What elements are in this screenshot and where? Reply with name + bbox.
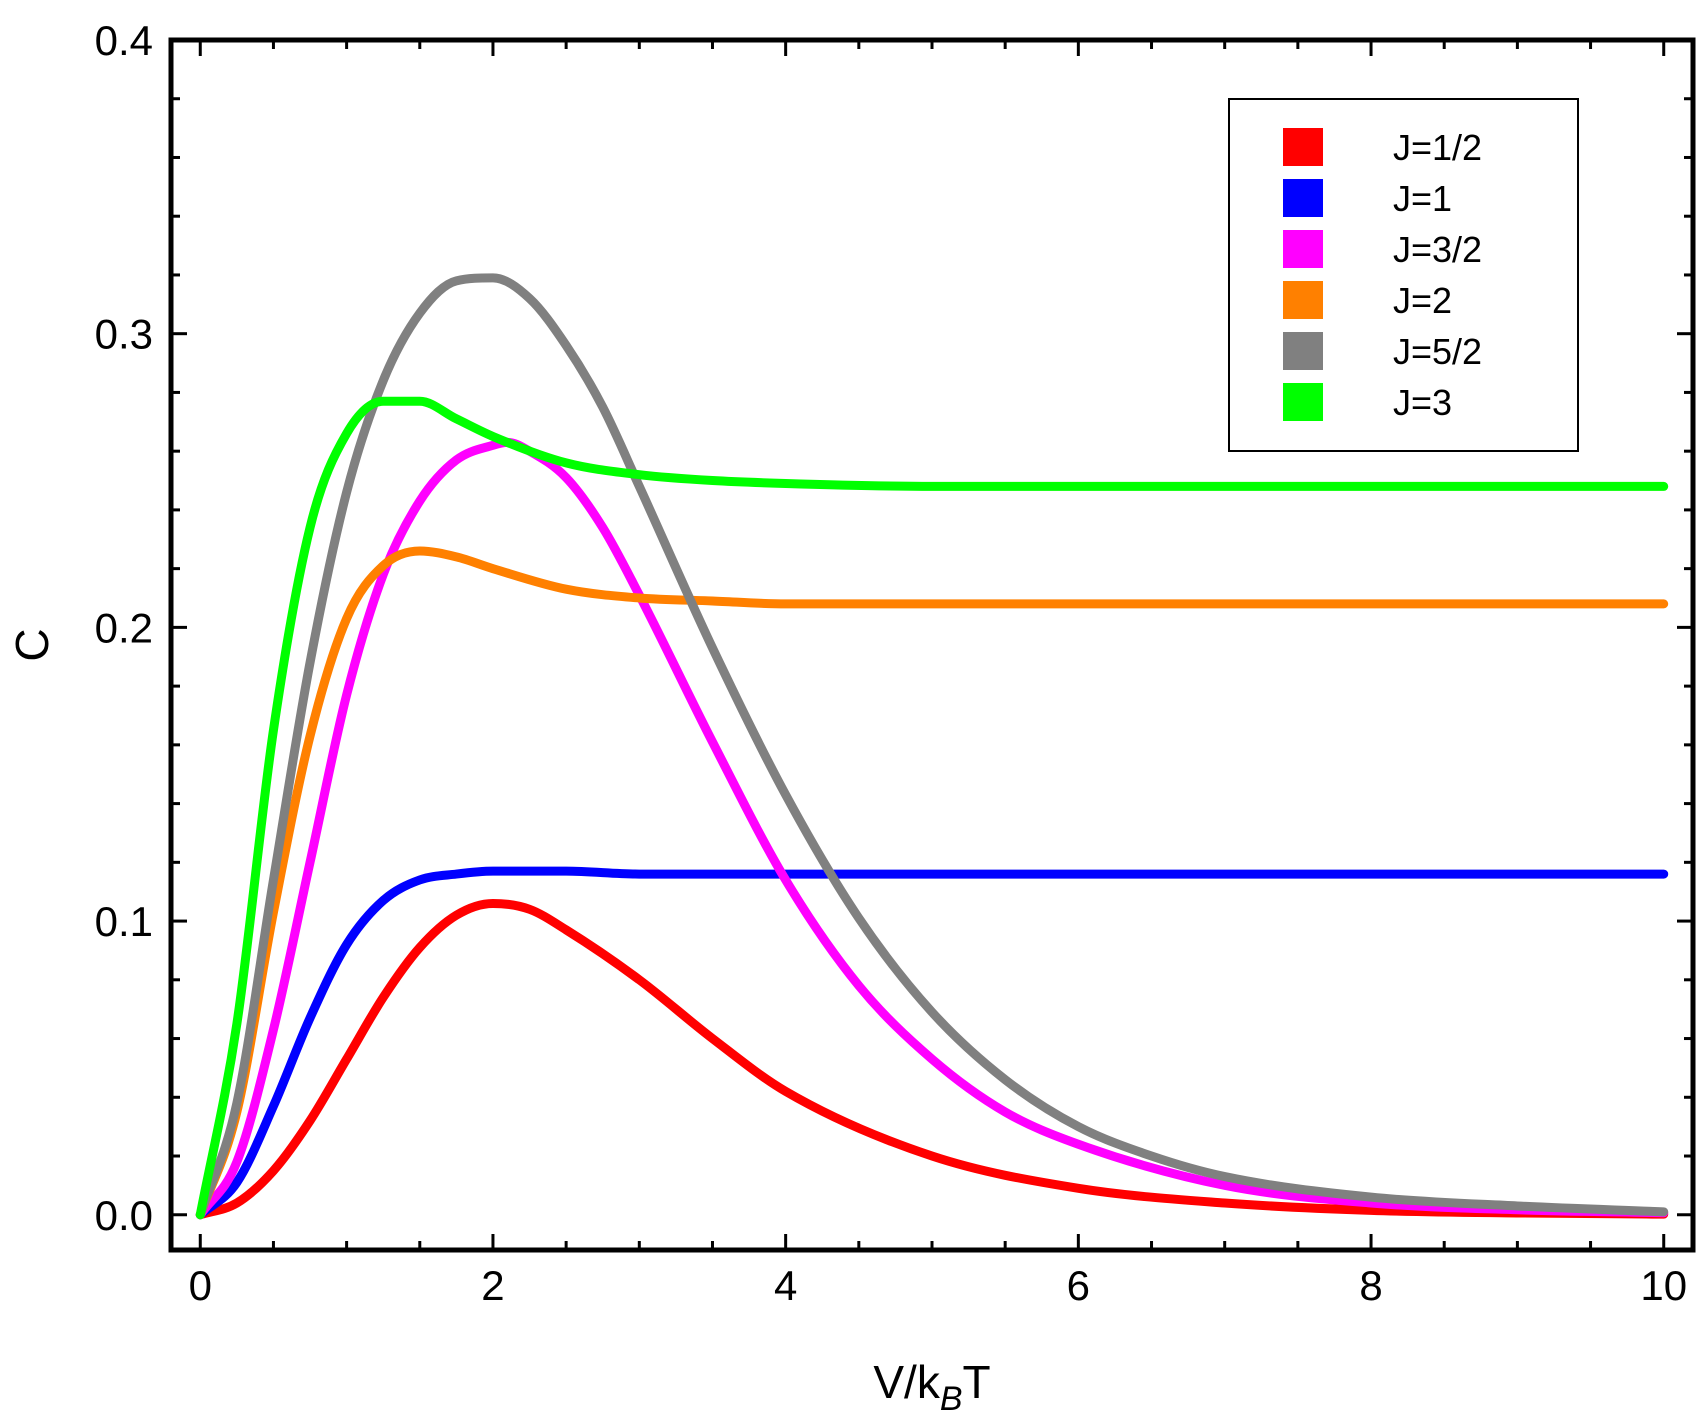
y-tick-label: 0.0 (95, 1192, 153, 1239)
series-line-5 (195, 273, 1669, 1220)
legend-swatch (1283, 383, 1323, 421)
x-axis-label: V/kBT (873, 1356, 990, 1418)
series-line-4 (195, 546, 1669, 1220)
x-tick-label: 6 (1067, 1262, 1090, 1309)
legend-label: J=3/2 (1393, 229, 1482, 270)
series-line-2 (195, 866, 1669, 1220)
x-axis-label-tail: T (963, 1356, 991, 1408)
y-axis-label: C (6, 628, 58, 661)
series-line-6 (195, 396, 1669, 1220)
x-tick-label: 2 (481, 1262, 504, 1309)
y-tick-label: 0.1 (95, 898, 153, 945)
legend-label: J=3 (1393, 382, 1452, 423)
y-tick-label: 0.2 (95, 604, 153, 651)
y-tick-label: 0.3 (95, 311, 153, 358)
x-tick-label: 0 (189, 1262, 212, 1309)
legend-label: J=5/2 (1393, 331, 1482, 372)
x-axis-label-main: V/k (873, 1356, 940, 1408)
legend-swatch (1283, 128, 1323, 166)
legend-swatch (1283, 281, 1323, 319)
legend-swatch (1283, 230, 1323, 268)
legend-label: J=1/2 (1393, 127, 1482, 168)
x-axis-label-sub: B (940, 1380, 963, 1418)
series-layer (195, 273, 1669, 1220)
x-tick-label: 8 (1359, 1262, 1382, 1309)
legend-swatch (1283, 332, 1323, 370)
y-tick-label: 0.4 (95, 17, 153, 64)
x-tick-label: 10 (1640, 1262, 1687, 1309)
legend-label: J=1 (1393, 178, 1452, 219)
x-tick-labels: 0 2 4 6 8 10 (189, 1262, 1688, 1309)
legend: J=1/2 J=1 J=3/2 J=2 J=5/2 J=3 (1228, 98, 1579, 452)
legend-label: J=2 (1393, 280, 1452, 321)
y-tick-labels: 0.0 0.1 0.2 0.3 0.4 (95, 17, 153, 1239)
series-line-1 (195, 898, 1669, 1220)
ticks-layer (171, 38, 1693, 1250)
legend-items: J=1/2 J=1 J=3/2 J=2 J=5/2 J=3 (1283, 127, 1482, 423)
x-tick-label: 4 (774, 1262, 797, 1309)
legend-swatch (1283, 179, 1323, 217)
series-line-3 (195, 437, 1669, 1220)
